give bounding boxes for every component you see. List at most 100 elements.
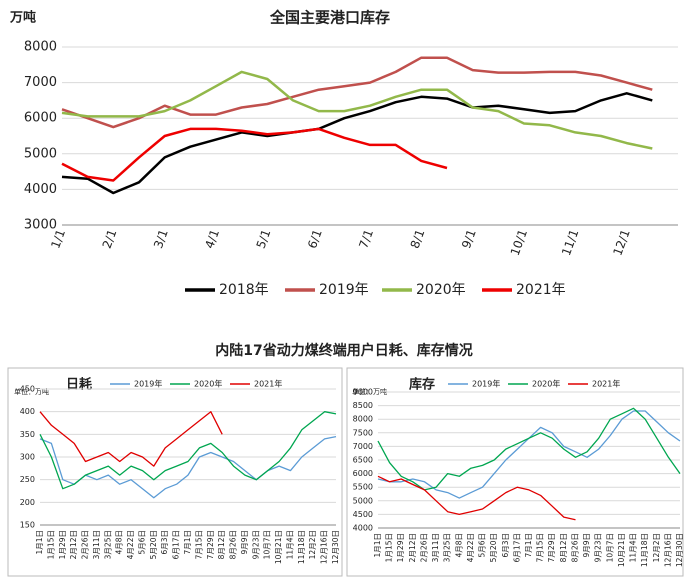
x-tick-label: 3月25日 xyxy=(443,533,452,562)
x-tick-label: 1月15日 xyxy=(385,533,394,562)
series-line xyxy=(61,127,448,182)
legend-label: 2019年 xyxy=(134,379,162,389)
panel-border xyxy=(346,367,684,577)
y-tick-label: 8000 xyxy=(24,40,57,55)
x-tick-label: 4月22日 xyxy=(466,533,475,562)
legend-label: 2020年 xyxy=(194,379,222,389)
x-tick-label: 7月15日 xyxy=(536,533,545,562)
y-tick-label: 4000 xyxy=(24,182,57,197)
legend-label: 2018年 xyxy=(219,282,269,298)
x-tick-label: 2月26日 xyxy=(419,533,428,562)
x-tick-label: 8月26日 xyxy=(570,533,579,562)
x-tick-label: 6月17日 xyxy=(512,533,521,562)
x-tick-label: 4/1 xyxy=(202,227,222,250)
x-tick-label: 10月21日 xyxy=(274,530,283,564)
y-tick-label: 8000 xyxy=(353,415,373,424)
x-tick-label: 11月4日 xyxy=(629,533,638,562)
x-tick-label: 2/1 xyxy=(100,227,120,250)
series-line xyxy=(39,411,337,490)
x-tick-label: 11月4日 xyxy=(285,530,294,559)
x-tick-label: 9/1 xyxy=(459,227,479,250)
x-tick-label: 5月6日 xyxy=(478,533,487,558)
x-tick-label: 10月7日 xyxy=(263,530,272,559)
y-tick-label: 4000 xyxy=(353,524,373,533)
series-line xyxy=(39,435,337,499)
x-tick-label: 9月23日 xyxy=(594,533,603,562)
y-tick-label: 7000 xyxy=(24,75,57,90)
y-axis-label: 单位：万吨 xyxy=(352,387,387,396)
x-tick-label: 5月20日 xyxy=(149,530,158,559)
x-tick-label: 9月9日 xyxy=(582,533,591,558)
x-tick-label: 12月16日 xyxy=(663,533,672,567)
x-tick-label: 9月23日 xyxy=(251,530,260,559)
series-line xyxy=(61,92,653,195)
y-tick-label: 150 xyxy=(20,521,35,530)
x-tick-label: 1月1日 xyxy=(35,530,44,555)
y-axis-label: 单位：万吨 xyxy=(14,387,49,396)
x-tick-label: 11月18日 xyxy=(297,530,306,564)
x-tick-label: 12月30日 xyxy=(675,533,684,567)
y-tick-label: 7500 xyxy=(353,428,373,437)
x-tick-label: 12月16日 xyxy=(320,530,329,564)
series-line xyxy=(377,475,576,521)
y-axis-label: 万吨 xyxy=(9,10,36,26)
x-tick-label: 7月29日 xyxy=(206,530,215,559)
y-tick-label: 200 xyxy=(20,498,35,507)
series-line xyxy=(61,56,653,129)
x-tick-label: 8月26日 xyxy=(229,530,238,559)
legend-label: 2019年 xyxy=(472,379,500,389)
y-tick-label: 450 xyxy=(20,385,35,394)
series-line xyxy=(377,410,681,499)
y-tick-label: 4500 xyxy=(353,510,373,519)
y-tick-label: 5000 xyxy=(353,496,373,505)
x-tick-label: 11月18日 xyxy=(640,533,649,567)
x-tick-label: 1月15日 xyxy=(46,530,55,559)
legend-label: 2020年 xyxy=(532,379,560,389)
y-tick-label: 6500 xyxy=(353,456,373,465)
x-tick-label: 12月2日 xyxy=(652,533,661,562)
chart-title: 库存 xyxy=(409,377,435,393)
y-tick-label: 300 xyxy=(20,453,35,462)
x-tick-label: 6月3日 xyxy=(501,533,510,558)
y-tick-label: 8500 xyxy=(353,401,373,410)
x-tick-label: 7月1日 xyxy=(183,530,192,555)
x-tick-label: 6月3日 xyxy=(160,530,169,555)
y-tick-label: 6000 xyxy=(24,111,57,126)
x-tick-label: 3月25日 xyxy=(103,530,112,559)
x-tick-label: 2月12日 xyxy=(408,533,417,562)
y-tick-label: 6000 xyxy=(353,469,373,478)
y-tick-label: 9000 xyxy=(353,388,373,397)
y-tick-label: 350 xyxy=(20,430,35,439)
x-tick-label: 12月30日 xyxy=(331,530,340,564)
x-tick-label: 5月20日 xyxy=(489,533,498,562)
x-tick-label: 10/1 xyxy=(508,227,530,257)
x-tick-label: 7月15日 xyxy=(194,530,203,559)
x-tick-label: 11/1 xyxy=(559,227,581,257)
x-tick-label: 5/1 xyxy=(254,227,274,250)
x-tick-label: 10月7日 xyxy=(605,533,614,562)
section-title: 内陆17省动力煤终端用户日耗、库存情况 xyxy=(215,342,472,359)
x-tick-label: 1/1 xyxy=(48,227,68,250)
y-tick-label: 400 xyxy=(20,407,35,416)
x-tick-label: 3/1 xyxy=(151,227,171,250)
x-tick-label: 5月6日 xyxy=(137,530,146,555)
legend-label: 2020年 xyxy=(416,282,466,298)
y-tick-label: 3000 xyxy=(24,218,57,233)
y-tick-label: 5000 xyxy=(24,146,57,161)
x-tick-label: 6月17日 xyxy=(172,530,181,559)
x-tick-label: 3月11日 xyxy=(431,533,440,562)
x-tick-label: 8月12日 xyxy=(217,530,226,559)
x-tick-label: 7/1 xyxy=(356,227,376,250)
chart-title: 日耗 xyxy=(66,377,92,393)
legend-label: 2021年 xyxy=(592,379,620,389)
series-line xyxy=(377,407,681,491)
x-tick-label: 1月29日 xyxy=(58,530,67,559)
x-tick-label: 1月1日 xyxy=(373,533,382,558)
series-line xyxy=(61,70,653,150)
x-tick-label: 7月1日 xyxy=(524,533,533,558)
legend-label: 2021年 xyxy=(254,379,282,389)
series-line xyxy=(39,411,223,467)
x-tick-label: 8/1 xyxy=(408,227,428,250)
